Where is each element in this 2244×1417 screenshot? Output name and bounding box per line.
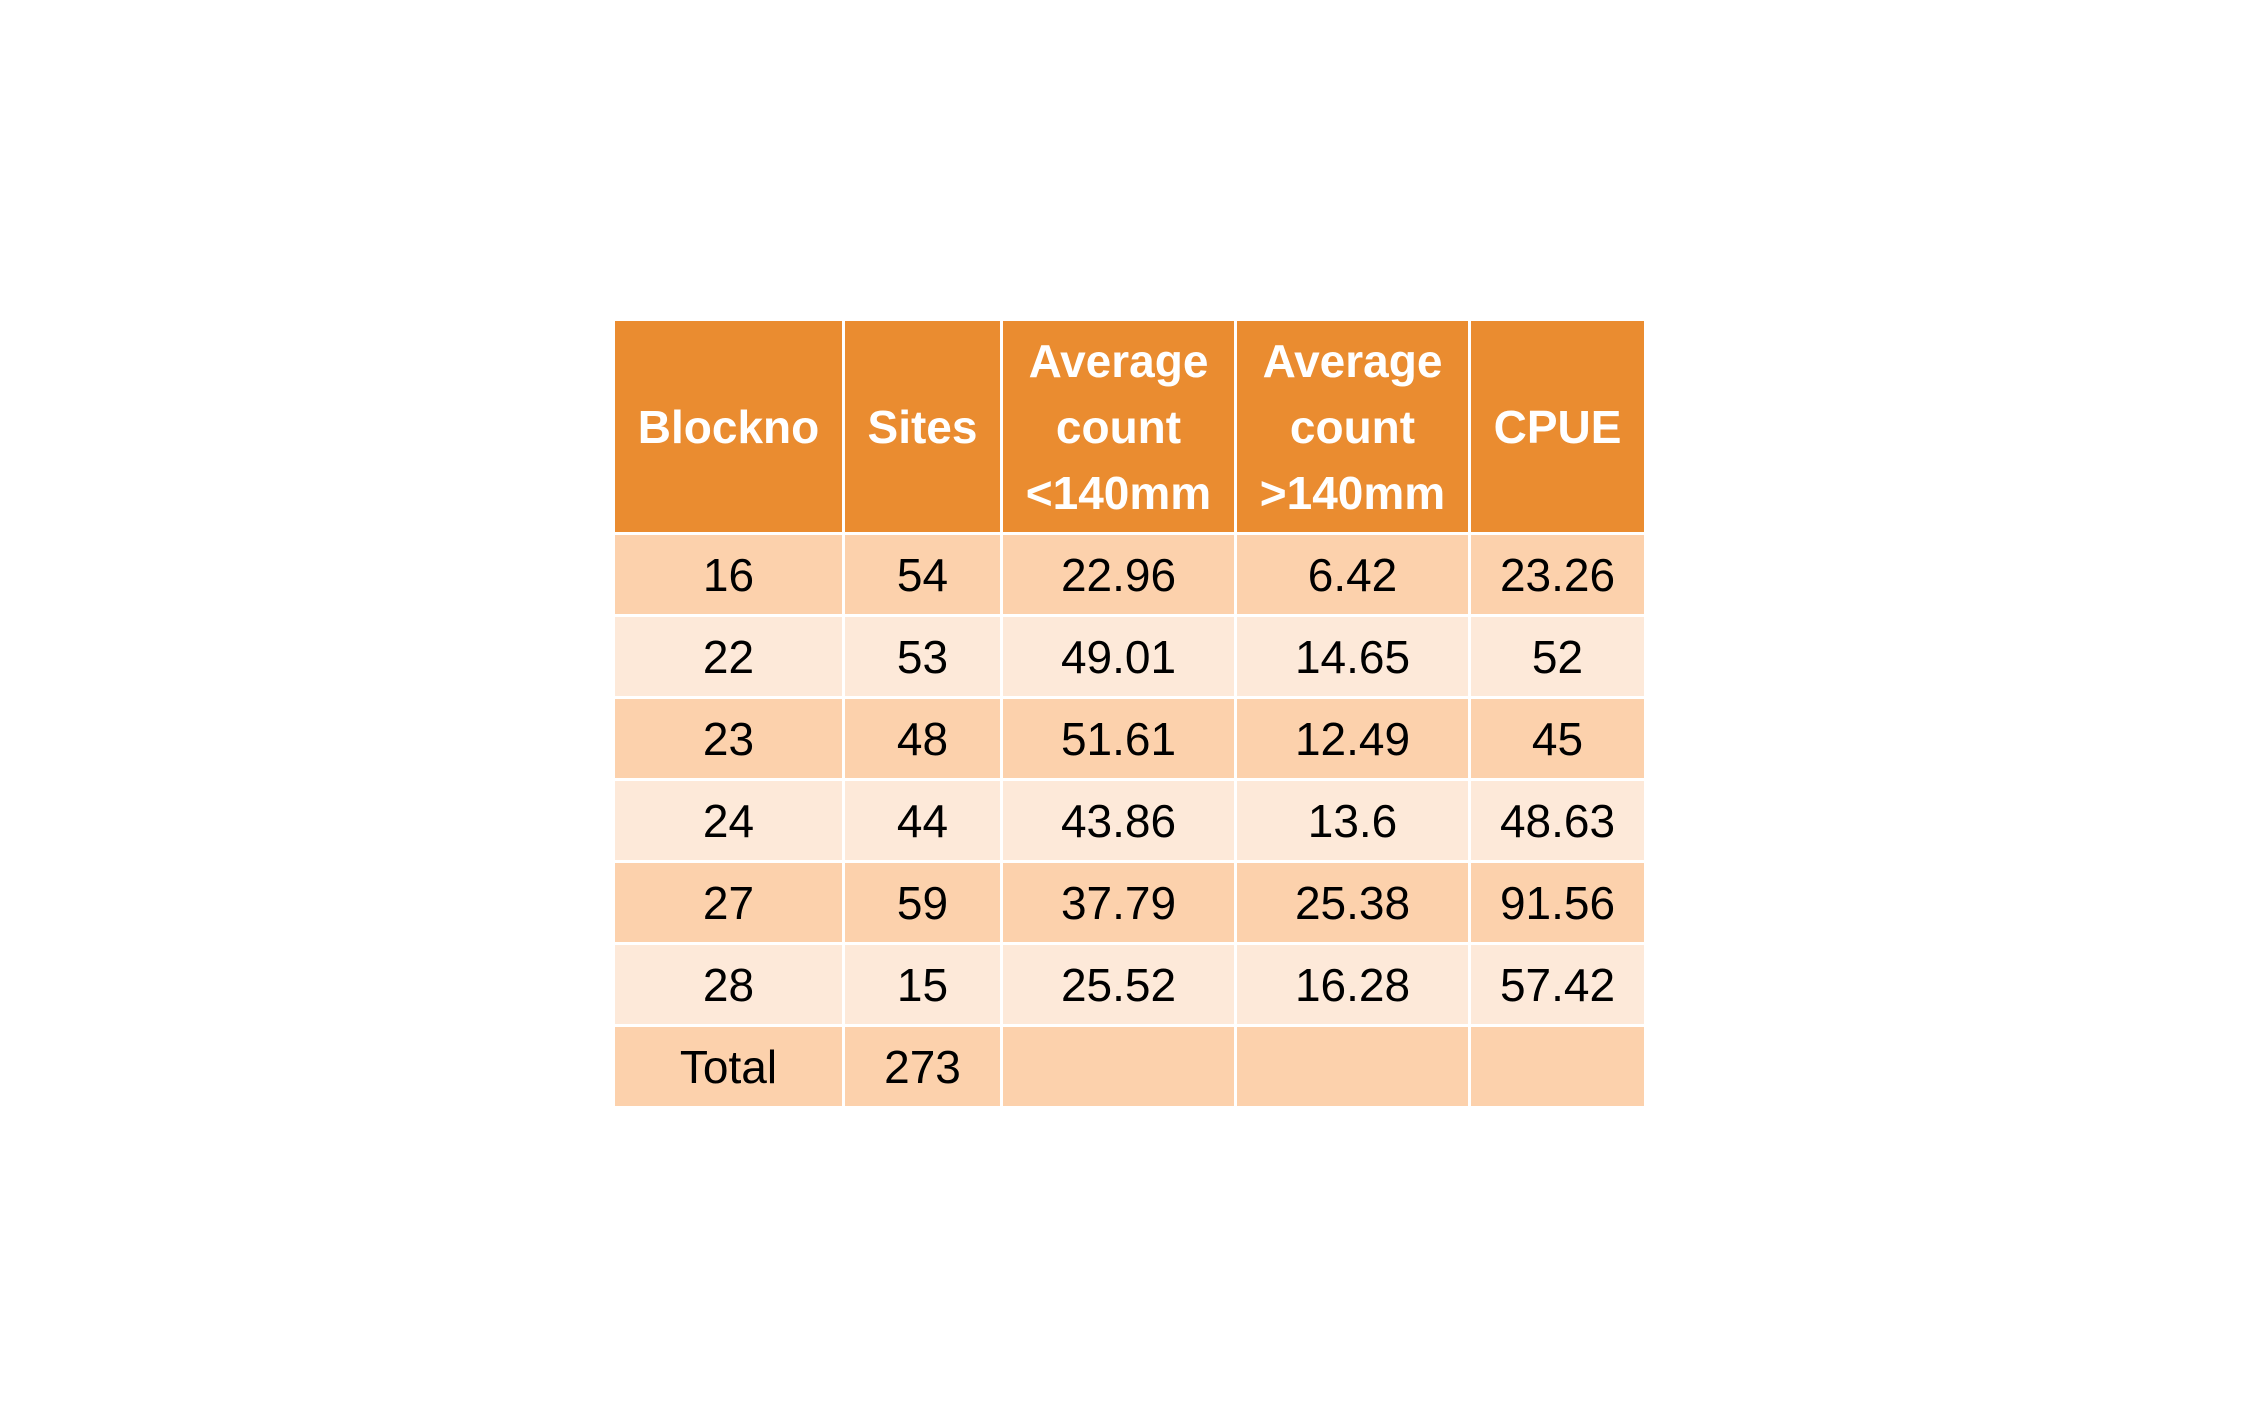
table-cell: 23 (612, 696, 845, 781)
header-cpue: CPUE (1468, 318, 1647, 535)
data-table: Blockno Sites Average count <140mm Avera… (612, 318, 1647, 1109)
header-line: count (1289, 400, 1416, 453)
table-cell (1000, 1024, 1237, 1109)
table-cell: 52 (1468, 614, 1647, 699)
table-row: 16 54 22.96 6.42 23.26 (612, 532, 1647, 617)
table-cell: 53 (842, 614, 1003, 699)
table-cell: Total (612, 1024, 845, 1109)
table-cell: 24 (612, 778, 845, 863)
header-avg-count-over-140: Average count >140mm (1234, 318, 1471, 535)
table-cell: 15 (842, 942, 1003, 1027)
table-cell: 54 (842, 532, 1003, 617)
table-cell: 57.42 (1468, 942, 1647, 1027)
header-avg-count-under-140: Average count <140mm (1000, 318, 1237, 535)
table-cell: 16 (612, 532, 845, 617)
table-cell: 22.96 (1000, 532, 1237, 617)
table-cell: 44 (842, 778, 1003, 863)
table-row: 24 44 43.86 13.6 48.63 (612, 778, 1647, 863)
table-cell: 23.26 (1468, 532, 1647, 617)
table-row: 27 59 37.79 25.38 91.56 (612, 860, 1647, 945)
table-cell (1234, 1024, 1471, 1109)
table-cell (1468, 1024, 1647, 1109)
header-sites: Sites (842, 318, 1003, 535)
table-cell: 13.6 (1234, 778, 1471, 863)
table-cell: 59 (842, 860, 1003, 945)
table-row: 28 15 25.52 16.28 57.42 (612, 942, 1647, 1027)
header-line: count (1055, 400, 1182, 453)
table-cell: 25.52 (1000, 942, 1237, 1027)
header-line: >140mm (1259, 466, 1446, 519)
header-line: Average (1028, 334, 1209, 387)
header-blockno: Blockno (612, 318, 845, 535)
header-line: Average (1262, 334, 1443, 387)
table-cell: 43.86 (1000, 778, 1237, 863)
header-line: <140mm (1025, 466, 1212, 519)
table-row: 22 53 49.01 14.65 52 (612, 614, 1647, 699)
table-cell: 49.01 (1000, 614, 1237, 699)
table-cell: 25.38 (1234, 860, 1471, 945)
table-cell: 28 (612, 942, 845, 1027)
table-cell: 91.56 (1468, 860, 1647, 945)
table-cell: 37.79 (1000, 860, 1237, 945)
header-row: Blockno Sites Average count <140mm Avera… (612, 318, 1647, 535)
table-cell: 27 (612, 860, 845, 945)
table-cell: 273 (842, 1024, 1003, 1109)
table-cell: 14.65 (1234, 614, 1471, 699)
table-cell: 6.42 (1234, 532, 1471, 617)
total-row: Total 273 (612, 1024, 1647, 1109)
table-cell: 12.49 (1234, 696, 1471, 781)
table-cell: 48.63 (1468, 778, 1647, 863)
table-row: 23 48 51.61 12.49 45 (612, 696, 1647, 781)
table-cell: 51.61 (1000, 696, 1237, 781)
table-cell: 48 (842, 696, 1003, 781)
table-cell: 22 (612, 614, 845, 699)
table-cell: 16.28 (1234, 942, 1471, 1027)
table-cell: 45 (1468, 696, 1647, 781)
